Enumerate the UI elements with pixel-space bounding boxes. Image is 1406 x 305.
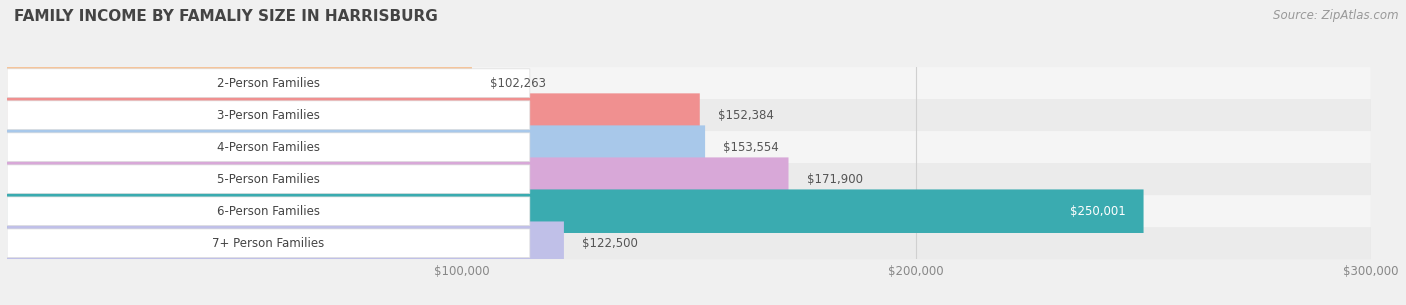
FancyBboxPatch shape bbox=[7, 221, 564, 265]
FancyBboxPatch shape bbox=[7, 229, 530, 257]
Text: 2-Person Families: 2-Person Families bbox=[217, 77, 321, 90]
Text: 7+ Person Families: 7+ Person Families bbox=[212, 237, 325, 250]
Text: 3-Person Families: 3-Person Families bbox=[217, 109, 321, 122]
Text: $122,500: $122,500 bbox=[582, 237, 638, 250]
FancyBboxPatch shape bbox=[7, 227, 1371, 259]
Text: 5-Person Families: 5-Person Families bbox=[217, 173, 321, 186]
FancyBboxPatch shape bbox=[7, 189, 1143, 233]
Text: $152,384: $152,384 bbox=[718, 109, 773, 122]
FancyBboxPatch shape bbox=[7, 67, 1371, 99]
FancyBboxPatch shape bbox=[7, 69, 530, 97]
Text: $250,001: $250,001 bbox=[1070, 205, 1125, 218]
Text: 6-Person Families: 6-Person Families bbox=[217, 205, 321, 218]
FancyBboxPatch shape bbox=[7, 163, 1371, 195]
Text: FAMILY INCOME BY FAMALIY SIZE IN HARRISBURG: FAMILY INCOME BY FAMALIY SIZE IN HARRISB… bbox=[14, 9, 437, 24]
FancyBboxPatch shape bbox=[7, 93, 700, 137]
Text: 4-Person Families: 4-Person Families bbox=[217, 141, 321, 154]
Text: $153,554: $153,554 bbox=[723, 141, 779, 154]
FancyBboxPatch shape bbox=[7, 133, 530, 161]
FancyBboxPatch shape bbox=[7, 125, 704, 169]
FancyBboxPatch shape bbox=[7, 195, 1371, 227]
FancyBboxPatch shape bbox=[7, 99, 1371, 131]
Text: $171,900: $171,900 bbox=[807, 173, 863, 186]
FancyBboxPatch shape bbox=[7, 165, 530, 193]
FancyBboxPatch shape bbox=[7, 101, 530, 129]
FancyBboxPatch shape bbox=[7, 197, 530, 225]
FancyBboxPatch shape bbox=[7, 61, 472, 105]
Text: Source: ZipAtlas.com: Source: ZipAtlas.com bbox=[1274, 9, 1399, 22]
Text: $102,263: $102,263 bbox=[491, 77, 546, 90]
FancyBboxPatch shape bbox=[7, 157, 789, 201]
FancyBboxPatch shape bbox=[7, 131, 1371, 163]
